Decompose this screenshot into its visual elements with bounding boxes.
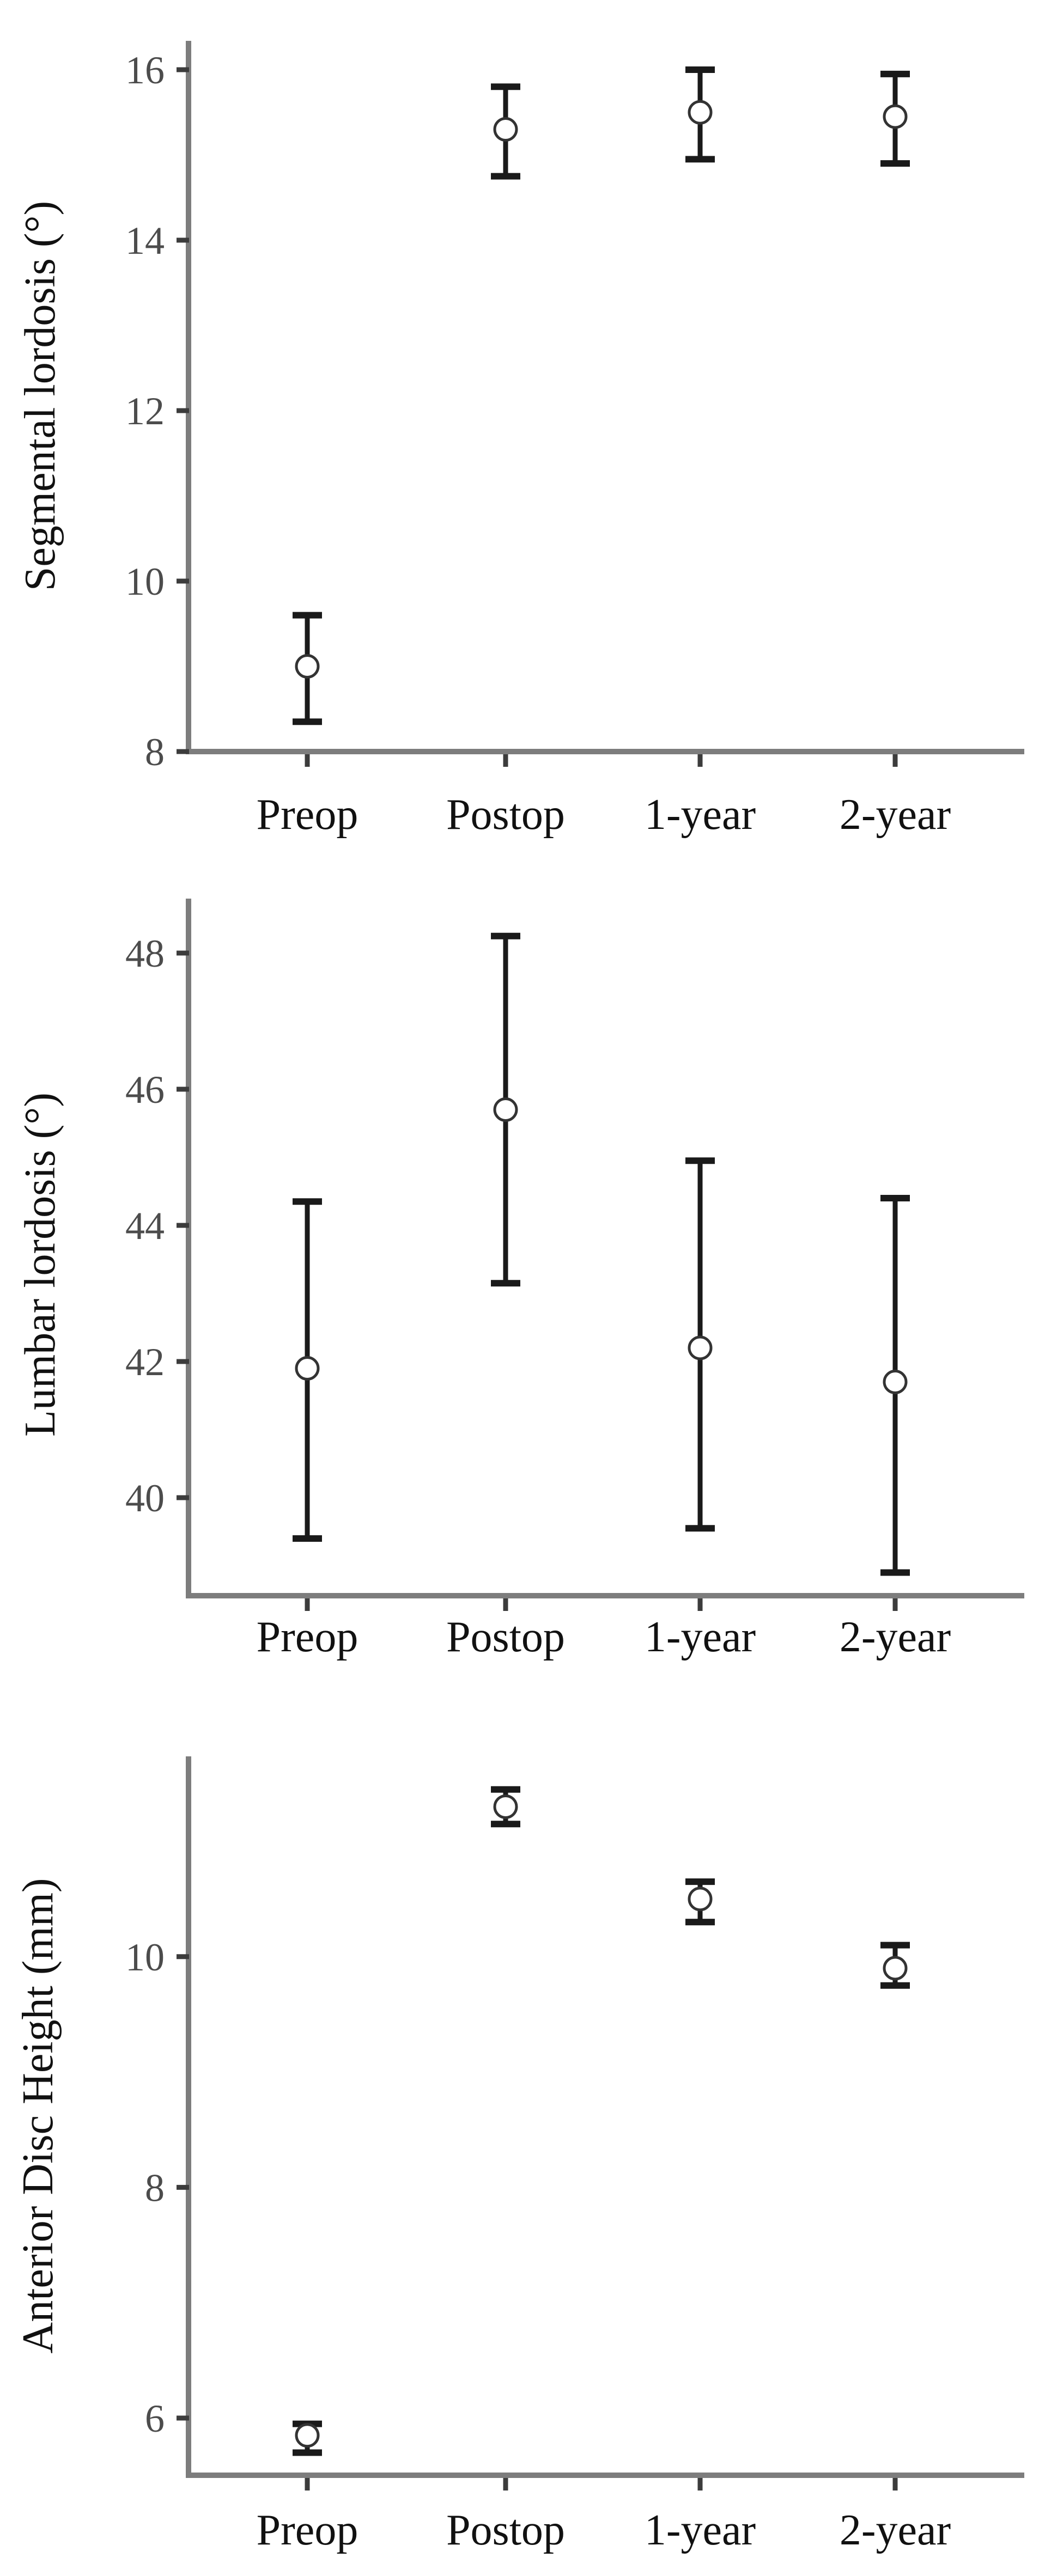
mean-marker-anterior-disc-height-mm-Postop xyxy=(493,1794,518,1819)
x-tick-label-lumbar-lordosis-1-year: 1-year xyxy=(645,1613,756,1661)
mean-marker-segmental-lordosis-2-year xyxy=(883,104,908,129)
mean-marker-lumbar-lordosis-2-year xyxy=(883,1370,908,1394)
mean-marker-anterior-disc-height-mm-Preop xyxy=(295,2423,320,2448)
x-tick-label-segmental-lordosis-2-year: 2-year xyxy=(840,791,951,839)
y-axis-title-anterior-disc-height-mm: Anterior Disc Height (mm) xyxy=(14,1878,62,2353)
mean-marker-anterior-disc-height-mm-1-year xyxy=(688,1887,713,1912)
mean-marker-lumbar-lordosis-1-year xyxy=(688,1335,713,1360)
y-tick-label-segmental-lordosis-14: 14 xyxy=(125,219,165,263)
x-tick-label-anterior-disc-height-mm-Preop: Preop xyxy=(257,2506,359,2554)
x-tick-label-segmental-lordosis-Postop: Postop xyxy=(446,791,565,839)
x-tick-label-anterior-disc-height-mm-Postop: Postop xyxy=(446,2506,565,2554)
y-tick-label-segmental-lordosis-10: 10 xyxy=(125,560,165,603)
y-tick-label-lumbar-lordosis-48: 48 xyxy=(125,932,165,975)
x-tick-label-segmental-lordosis-1-year: 1-year xyxy=(645,791,756,839)
y-tick-label-anterior-disc-height-mm-10: 10 xyxy=(125,1936,165,1979)
y-tick-label-lumbar-lordosis-44: 44 xyxy=(125,1204,165,1248)
y-tick-label-anterior-disc-height-mm-8: 8 xyxy=(145,2166,165,2209)
y-tick-label-lumbar-lordosis-40: 40 xyxy=(125,1476,165,1520)
y-tick-label-anterior-disc-height-mm-6: 6 xyxy=(145,2397,165,2440)
y-axis-title-lumbar-lordosis: Lumbar lordosis (°) xyxy=(16,1092,64,1437)
x-tick-label-anterior-disc-height-mm-1-year: 1-year xyxy=(645,2506,756,2554)
x-tick-label-lumbar-lordosis-Postop: Postop xyxy=(446,1613,565,1661)
mean-marker-segmental-lordosis-Postop xyxy=(493,117,518,142)
y-tick-label-segmental-lordosis-8: 8 xyxy=(145,730,165,774)
y-axis-title-segmental-lordosis: Segmental lordosis (°) xyxy=(16,201,64,591)
mean-marker-anterior-disc-height-mm-2-year xyxy=(883,1956,908,1981)
x-tick-label-anterior-disc-height-mm-2-year: 2-year xyxy=(840,2506,951,2554)
y-tick-label-lumbar-lordosis-46: 46 xyxy=(125,1068,165,1112)
mean-marker-lumbar-lordosis-Preop xyxy=(295,1356,320,1381)
x-tick-label-lumbar-lordosis-Preop: Preop xyxy=(257,1613,359,1661)
y-tick-label-segmental-lordosis-12: 12 xyxy=(125,389,165,433)
mean-marker-segmental-lordosis-1-year xyxy=(688,100,713,125)
x-tick-label-lumbar-lordosis-2-year: 2-year xyxy=(840,1613,951,1661)
y-tick-label-segmental-lordosis-16: 16 xyxy=(125,48,165,92)
mean-marker-segmental-lordosis-Preop xyxy=(295,654,320,679)
mean-marker-lumbar-lordosis-Postop xyxy=(493,1097,518,1122)
x-tick-label-segmental-lordosis-Preop: Preop xyxy=(257,791,359,839)
y-tick-label-lumbar-lordosis-42: 42 xyxy=(125,1340,165,1384)
